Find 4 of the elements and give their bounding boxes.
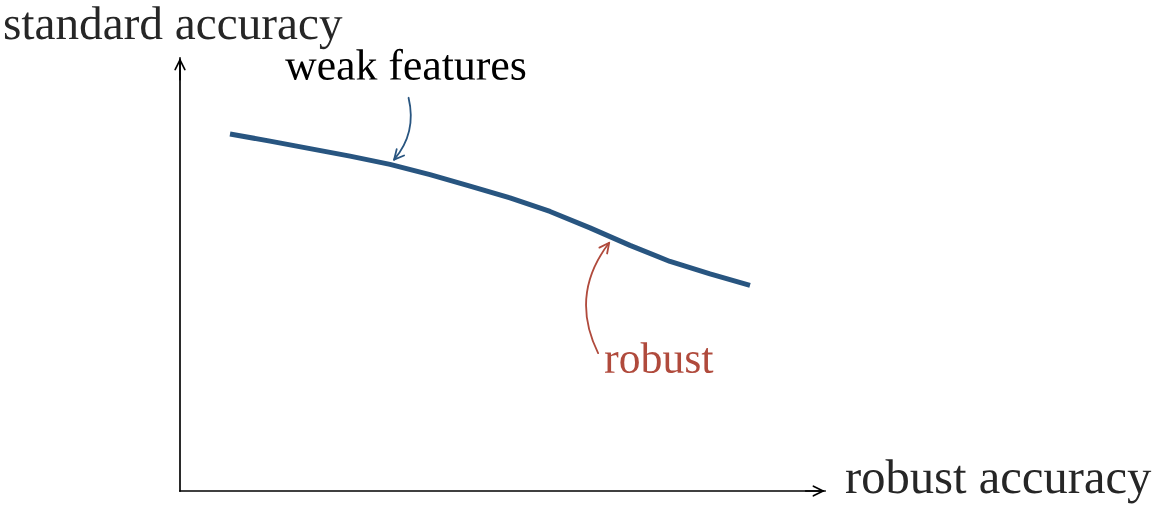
y-axis-title: standard accuracy [4, 6, 343, 50]
x-axis-title: robust accuracy [845, 459, 1152, 504]
annotation: robust [605, 342, 714, 374]
annotation: weak features [285, 48, 526, 81]
